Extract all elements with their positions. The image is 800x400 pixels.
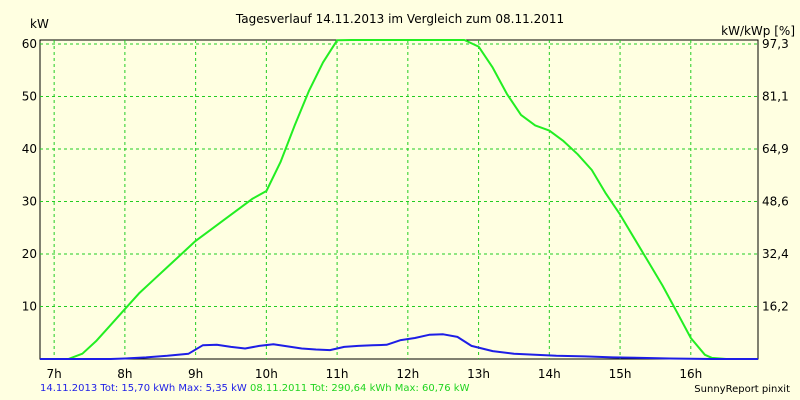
y-right-tick-label: 48,6 (762, 194, 789, 208)
y-left-tick-label: 30 (22, 194, 37, 208)
grid (40, 40, 758, 359)
footer-summary: 14.11.2013 Tot: 15,70 kWh Max: 5,35 kW 0… (40, 383, 469, 394)
legend-series-2011: 08.11.2011 Tot: 290,64 kWh Max: 60,76 kW (249, 383, 470, 394)
x-tick-label: 14h (538, 367, 561, 381)
tick-labels: 7h 8h 9h 10h 11h 12h 13h 14h 15h 16h 10 16,2 20 32,4 3… (22, 37, 789, 381)
y-right-tick-label: 64,9 (762, 142, 789, 156)
series-lines (40, 39, 758, 360)
plot-area (39, 39, 759, 360)
x-tick-label: 8h (117, 367, 132, 381)
y-left-tick-label: 60 (22, 37, 37, 51)
y-right-tick-label: 16,2 (762, 299, 789, 313)
y-axis-left-label: kW (30, 17, 49, 31)
x-tick-label: 16h (679, 367, 702, 381)
x-tick-label: 9h (188, 367, 203, 381)
y-left-tick-label: 40 (22, 142, 37, 156)
series-line-08-11-2011 (40, 39, 758, 360)
x-tick-label: 13h (467, 367, 490, 381)
y-right-tick-label: 32,4 (762, 247, 789, 261)
series-line-14-11-2013 (40, 333, 758, 360)
chart-title: Tagesverlauf 14.11.2013 im Vergleich zum… (235, 12, 564, 26)
x-tick-label: 10h (255, 367, 278, 381)
y-left-tick-label: 20 (22, 247, 37, 261)
legend-series-2013: 14.11.2013 Tot: 15,70 kWh Max: 5,35 kW (40, 383, 247, 394)
credit-text: SunnyReport pinxit (694, 384, 790, 395)
y-axis-right-label: kW/kWp [%] (721, 24, 795, 38)
y-right-tick-label: 97,3 (762, 37, 789, 51)
x-tick-label: 15h (609, 367, 632, 381)
x-tick-label: 7h (47, 367, 62, 381)
y-right-tick-label: 81,1 (762, 89, 789, 103)
y-left-tick-label: 50 (22, 89, 37, 103)
x-tick-label: 11h (326, 367, 349, 381)
x-tick-label: 12h (396, 367, 419, 381)
y-left-tick-label: 10 (22, 299, 37, 313)
